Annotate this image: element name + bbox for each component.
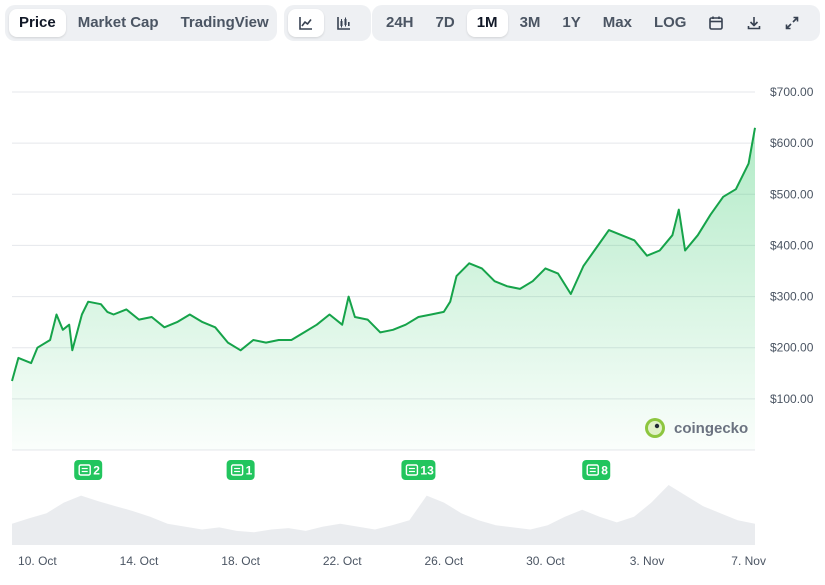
price-chart[interactable]: $100.00 $200.00 $300.00 $400.00 $500.00 $600.… (0, 45, 825, 580)
price-line (11, 127, 756, 382)
x-tick-label: 3. Nov (630, 554, 665, 568)
news-badge-count: 8 (601, 464, 608, 478)
news-badges: 2 1 13 8 (74, 460, 611, 480)
y-tick-label: $500.00 (770, 187, 814, 201)
x-tick-label: 18. Oct (221, 554, 260, 568)
calendar-icon (709, 16, 724, 30)
fullscreen-button[interactable] (774, 9, 810, 37)
time-range-tabs: 24H 7D 1M 3M 1Y Max LOG (372, 5, 820, 41)
newspaper-icon (78, 464, 91, 476)
line-chart-button[interactable] (288, 9, 324, 37)
news-badge-count: 2 (93, 464, 100, 478)
x-tick-label: 26. Oct (424, 554, 463, 568)
volume-area (12, 485, 755, 545)
x-tick-label: 22. Oct (323, 554, 362, 568)
candlestick-chart-icon (337, 17, 350, 30)
range-max[interactable]: Max (602, 14, 632, 31)
news-badge-count: 13 (420, 464, 434, 478)
chart-type-tabs: Price Market Cap TradingView (5, 5, 277, 41)
chart-toolbar: Price Market Cap TradingView 24H 7D 1M 3… (5, 5, 820, 41)
x-tick-label: 10. Oct (18, 554, 57, 568)
line-chart-icon (299, 17, 312, 30)
date-picker-button[interactable] (698, 9, 734, 37)
news-badge[interactable]: 2 (74, 460, 103, 480)
newspaper-icon (230, 464, 244, 476)
range-1y[interactable]: 1Y (562, 14, 581, 31)
range-3m[interactable]: 3M (519, 14, 541, 31)
x-tick-label: 7. Nov (731, 554, 766, 568)
price-chart-svg: $100.00 $200.00 $300.00 $400.00 $500.00 $600.… (11, 85, 814, 568)
y-axis-labels: $100.00 $200.00 $300.00 $400.00 $500.00 $600.… (770, 85, 814, 406)
volume-silhouette (12, 485, 755, 545)
y-tick-label: $200.00 (770, 341, 814, 355)
newspaper-icon (586, 464, 599, 476)
tab-market-cap[interactable]: Market Cap (77, 14, 159, 31)
newspaper-icon (405, 464, 419, 476)
x-tick-label: 30. Oct (526, 554, 565, 568)
watermark-text: coingecko (674, 420, 748, 437)
news-badge[interactable]: 1 (226, 460, 255, 480)
range-1m[interactable]: 1M (466, 9, 508, 37)
y-tick-label: $100.00 (770, 392, 814, 406)
range-7d[interactable]: 7D (435, 14, 455, 31)
news-badge[interactable]: 13 (401, 460, 436, 480)
tab-price[interactable]: Price (9, 9, 66, 37)
chart-style-toggle (284, 5, 371, 41)
candlestick-chart-button[interactable] (326, 9, 362, 37)
y-tick-label: $700.00 (770, 85, 814, 99)
price-area (11, 127, 756, 451)
y-tick-label: $300.00 (770, 290, 814, 304)
coingecko-watermark: coingecko (645, 418, 748, 438)
news-badge-count: 1 (246, 464, 253, 478)
news-badge[interactable]: 8 (582, 460, 611, 480)
download-icon (748, 17, 761, 30)
y-tick-label: $400.00 (770, 238, 814, 252)
price-area-fill (12, 127, 755, 451)
x-axis-labels: 10. Oct 14. Oct 18. Oct 22. Oct 26. Oct 30. O… (18, 554, 766, 568)
range-24h[interactable]: 24H (386, 14, 414, 31)
x-tick-label: 14. Oct (120, 554, 159, 568)
y-tick-label: $600.00 (770, 136, 814, 150)
tab-tradingview[interactable]: TradingView (180, 14, 269, 31)
fullscreen-icon (786, 16, 799, 30)
download-button[interactable] (736, 9, 772, 37)
log-scale-toggle[interactable]: LOG (653, 14, 687, 31)
